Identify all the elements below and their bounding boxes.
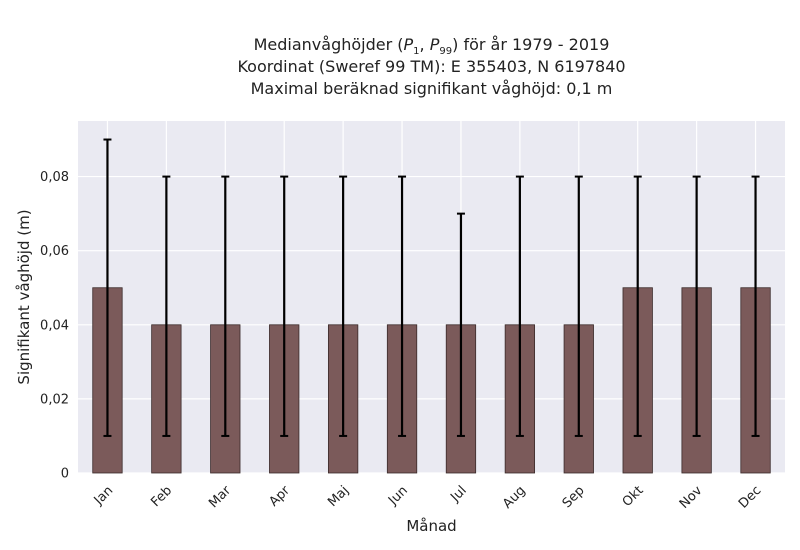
title-p1-sub: 1 [413,46,420,58]
error-bar [751,175,760,437]
x-axis-ticks: Jan Feb Mar Apr Maj Jun Jul Aug Sep Okt Nov Dec [91,483,765,512]
x-tick-label: Mar [206,483,234,511]
y-axis-ticks: 0 0,02 0,04 0,06 0,08 [40,170,69,481]
x-tick-label: Feb [148,483,175,510]
error-bar [221,175,230,437]
x-tick-label: Aug [500,483,529,512]
title-line-2: Koordinat (Sweref 99 TM): E 355403, N 61… [237,57,626,76]
x-tick-label: Maj [325,483,352,510]
y-axis-label: Signifikant våghöjd (m) [15,209,33,384]
x-tick-label: Sep [560,483,588,511]
y-tick-label: 0,04 [40,318,69,333]
error-bar [456,212,465,437]
error-bar [398,175,407,437]
error-bar [339,175,348,437]
x-tick-label: Apr [267,483,294,510]
x-tick-label: Jan [91,483,116,508]
y-tick-label: 0,08 [40,170,69,185]
title-p99: P [429,35,440,54]
error-bar [574,175,583,437]
x-axis-label: Månad [406,517,456,535]
y-tick-label: 0 [61,467,69,482]
error-bar [103,138,112,437]
error-bar [280,175,289,437]
y-tick-label: 0,06 [40,244,69,259]
x-tick-label: Jun [385,483,411,509]
title-prefix: Medianvåghöjder ( [253,35,404,54]
error-bars [103,138,760,437]
error-bar [633,175,642,437]
x-tick-label: Dec [736,483,764,511]
title-line-3: Maximal beräknad signifikant våghöjd: 0,… [250,79,613,98]
title-p1: P [403,35,414,54]
plot-area [78,121,785,473]
chart-title: Medianvåghöjder (P1, P99) för år 1979 - … [78,34,785,100]
error-bar [515,175,524,437]
x-tick-label: Jul [447,483,469,505]
title-suffix: ) för år 1979 - 2019 [452,35,610,54]
error-bar [692,175,701,437]
title-p99-sub: 99 [439,46,453,58]
error-bar [162,175,171,437]
title-sep: , [419,35,430,54]
x-tick-label: Okt [620,483,647,510]
title-line-1: Medianvåghöjder (P1, P99) för år 1979 - … [78,34,785,58]
y-tick-label: 0,02 [40,392,69,407]
x-tick-label: Nov [677,483,706,512]
